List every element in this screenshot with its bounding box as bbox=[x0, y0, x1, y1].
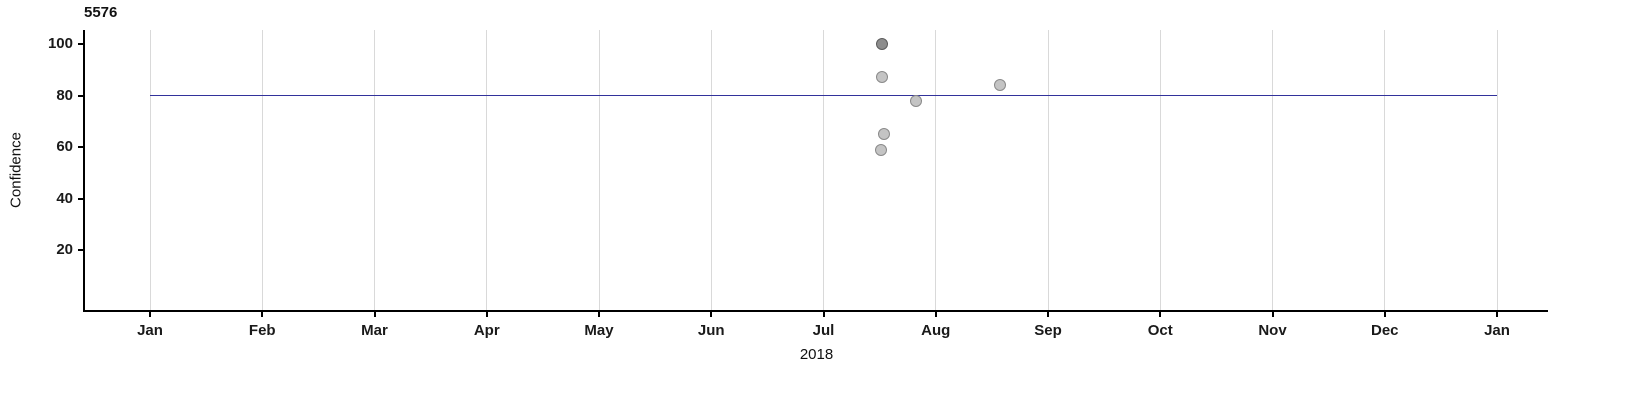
month-gridline bbox=[598, 30, 600, 310]
x-tick-label: Mar bbox=[361, 322, 388, 339]
month-gridline bbox=[935, 30, 937, 310]
x-tick-mark bbox=[149, 310, 151, 317]
data-point bbox=[993, 79, 1006, 92]
month-gridline bbox=[1159, 30, 1161, 310]
month-gridline bbox=[1047, 30, 1049, 310]
month-gridline bbox=[823, 30, 824, 310]
x-tick-mark bbox=[1047, 310, 1049, 317]
y-tick-label: 60 bbox=[56, 138, 73, 155]
month-gridline bbox=[1384, 30, 1386, 310]
y-tick-mark bbox=[78, 249, 85, 251]
y-axis-line bbox=[83, 30, 85, 312]
x-tick-mark bbox=[1383, 310, 1386, 317]
month-gridline bbox=[261, 30, 263, 310]
x-tick-mark bbox=[261, 310, 264, 317]
x-tick-label: Jan bbox=[137, 322, 163, 339]
month-gridline bbox=[374, 30, 375, 310]
month-gridline bbox=[149, 30, 151, 310]
data-point bbox=[875, 71, 888, 84]
x-tick-label: Sep bbox=[1034, 322, 1062, 339]
x-tick-label: Apr bbox=[473, 322, 500, 339]
y-tick-mark bbox=[78, 43, 85, 45]
x-tick-mark bbox=[1271, 310, 1274, 317]
data-point bbox=[875, 38, 888, 50]
y-axis-label: Confidence bbox=[7, 132, 25, 208]
x-tick-mark bbox=[822, 310, 825, 317]
x-tick-label: Oct bbox=[1147, 322, 1173, 339]
x-tick-label: May bbox=[584, 322, 614, 339]
chart-title: 5576 bbox=[84, 4, 118, 21]
y-tick-label: 20 bbox=[56, 241, 73, 258]
x-tick-label: Dec bbox=[1370, 322, 1399, 339]
x-axis-line bbox=[83, 310, 1548, 312]
x-tick-label: Aug bbox=[921, 322, 951, 339]
data-point bbox=[874, 143, 887, 156]
data-point bbox=[909, 94, 922, 107]
x-tick-label: Jul bbox=[812, 322, 835, 339]
x-tick-mark bbox=[373, 310, 376, 317]
x-tick-mark bbox=[598, 310, 600, 317]
x-tick-mark bbox=[485, 310, 488, 317]
x-tick-mark bbox=[934, 310, 937, 317]
y-tick-mark bbox=[78, 197, 85, 200]
x-tick-mark bbox=[1159, 310, 1162, 317]
y-tick-label: 100 bbox=[47, 35, 73, 52]
y-tick-label: 40 bbox=[56, 189, 73, 207]
month-gridline bbox=[486, 30, 488, 310]
x-tick-label: Jan bbox=[1484, 322, 1510, 339]
data-point bbox=[878, 128, 891, 141]
reference-line bbox=[150, 95, 1497, 96]
x-tick-label: Jun bbox=[697, 322, 725, 339]
y-tick-label: 80 bbox=[56, 86, 73, 104]
x-tick-mark bbox=[1496, 310, 1498, 317]
x-tick-label: Nov bbox=[1258, 322, 1287, 339]
month-gridline bbox=[710, 30, 712, 310]
month-gridline bbox=[1272, 30, 1273, 310]
x-axis-label: 2018 bbox=[799, 346, 834, 363]
x-tick-label: Feb bbox=[248, 322, 276, 339]
y-tick-mark bbox=[78, 94, 85, 97]
x-tick-mark bbox=[710, 310, 713, 317]
y-tick-mark bbox=[78, 146, 85, 148]
month-gridline bbox=[1496, 30, 1498, 310]
